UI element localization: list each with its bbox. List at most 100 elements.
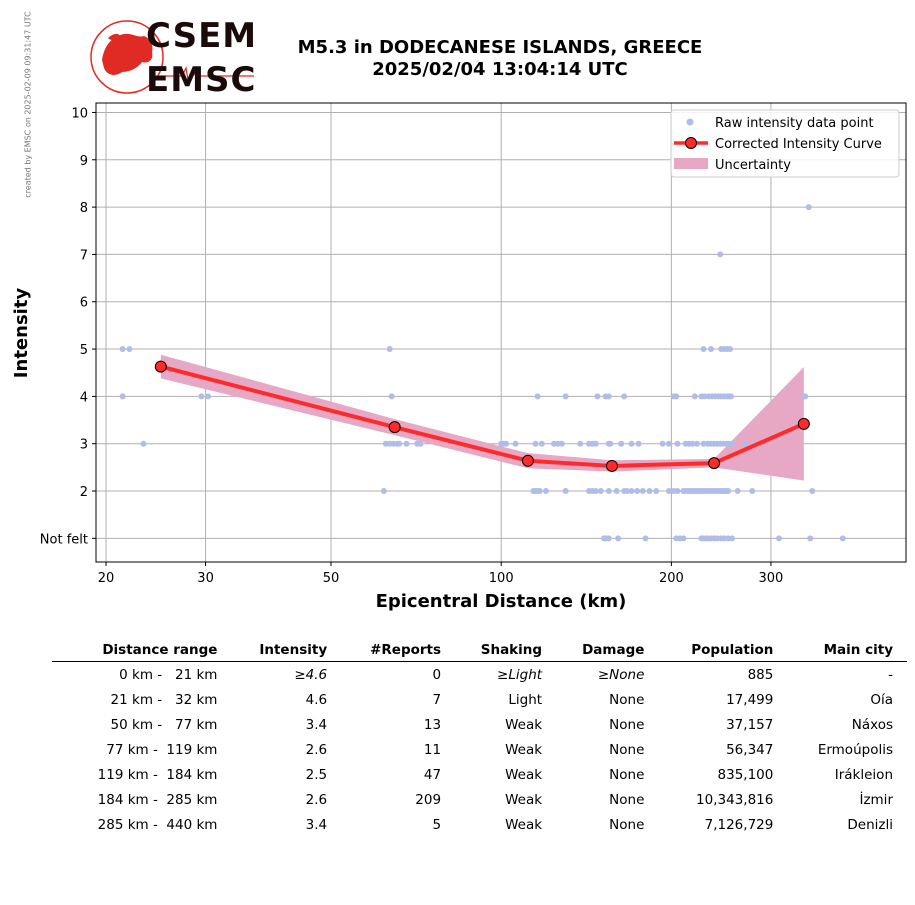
raw-data-point [665, 488, 672, 495]
raw-data-point [592, 440, 599, 447]
table-row: 285 km - 440 km 3.4 5 Weak None 7,126,72… [52, 812, 907, 837]
raw-data-point [653, 488, 660, 495]
title-time: 2025/02/04 13:04:14 UTC [372, 59, 628, 80]
raw-data-point [717, 251, 724, 258]
x-tick-label: 200 [659, 571, 684, 586]
x-tick-label: 100 [489, 571, 514, 586]
cell-city: - [888, 666, 893, 683]
raw-data-point [119, 393, 126, 400]
raw-data-point [665, 440, 672, 447]
raw-data-point [729, 440, 736, 447]
table-row: 184 km - 285 km 2.6 209 Weak None 10,343… [52, 787, 907, 812]
intensity-chart: 20 30 50 100 200 300 Not felt 2 3 4 5 6 7 8 9 10 Epice… [11, 102, 907, 612]
cell-reports: 47 [423, 766, 442, 783]
table-header-row: Distance range Intensity #Reports Shakin… [52, 640, 907, 662]
cell-shaking: Weak [505, 816, 543, 833]
cell-reports: 209 [415, 791, 442, 808]
cell-shaking: Weak [505, 766, 543, 783]
legend-uncertainty-label: Uncertainty [715, 158, 791, 173]
y-tick-label: 5 [80, 343, 88, 358]
raw-data-point [689, 440, 696, 447]
raw-data-point [701, 393, 708, 400]
x-tick-label: 20 [98, 571, 115, 586]
cell-damage: None [609, 691, 645, 708]
raw-data-point [694, 440, 701, 447]
cell-reports: 7 [432, 691, 442, 708]
cell-range: 50 km - 77 km [110, 716, 218, 733]
raw-data-point [417, 440, 424, 447]
raw-data-point [613, 488, 620, 495]
cell-population: 10,343,816 [696, 791, 774, 808]
raw-data-point [119, 346, 126, 353]
y-axis-ticks: Not felt 2 3 4 5 6 7 8 9 10 [40, 106, 96, 547]
cell-city: Náxos [851, 716, 893, 733]
x-tick-label: 30 [197, 571, 214, 586]
uncertainty-band [160, 354, 804, 481]
y-tick-label: 4 [80, 390, 88, 405]
cell-city: Ermoúpolis [817, 741, 893, 758]
cell-intensity: 4.6 [305, 691, 328, 708]
raw-data-point [775, 535, 782, 542]
legend-curve-label: Corrected Intensity Curve [715, 137, 882, 152]
raw-data-point [605, 393, 612, 400]
cell-intensity: 3.4 [305, 716, 328, 733]
raw-data-point [562, 488, 569, 495]
raw-data-point [839, 535, 846, 542]
raw-data-point [707, 346, 714, 353]
legend-raw-marker [686, 118, 694, 126]
raw-data-point [607, 440, 614, 447]
cell-population: 17,499 [726, 691, 774, 708]
y-tick-label: 10 [71, 106, 88, 121]
raw-data-point [634, 488, 641, 495]
legend-uncertainty-swatch [674, 158, 708, 169]
y-tick-label: 2 [80, 485, 88, 500]
curve-point [521, 454, 534, 467]
legend-curve-marker [685, 137, 697, 149]
raw-data-point [802, 393, 809, 400]
raw-data-point [205, 393, 212, 400]
logo-csem-text: CSEM [146, 16, 258, 56]
header-population: Population [658, 640, 788, 662]
cell-range: 21 km - 32 km [110, 691, 218, 708]
raw-data-point [646, 488, 653, 495]
raw-data-point [534, 393, 541, 400]
cell-reports: 13 [423, 716, 442, 733]
raw-data-point [605, 488, 612, 495]
cell-damage: None [609, 716, 645, 733]
table-row: 50 km - 77 km 3.4 13 Weak None 37,157 Ná… [52, 712, 907, 737]
raw-data-point [594, 393, 601, 400]
x-tick-label: 50 [323, 571, 340, 586]
raw-data-point [729, 535, 736, 542]
raw-data-point [388, 393, 395, 400]
grid [96, 103, 906, 562]
raw-data-point [659, 440, 666, 447]
curve-point [605, 459, 618, 472]
raw-data-point [538, 440, 545, 447]
x-axis-label: Epicentral Distance (km) [376, 591, 627, 612]
intensity-curve [154, 360, 810, 472]
curve-point [154, 360, 167, 373]
cell-intensity: ≥4.6 [294, 666, 328, 683]
raw-data-point [809, 488, 816, 495]
curve-point [708, 457, 721, 470]
intensity-table: Distance range Intensity #Reports Shakin… [52, 640, 907, 837]
raw-data-point [700, 346, 707, 353]
cell-intensity: 2.6 [305, 741, 328, 758]
cell-shaking: ≥Light [497, 666, 543, 683]
cell-shaking: Weak [505, 741, 543, 758]
curve-line [160, 364, 805, 468]
raw-data-point [615, 535, 622, 542]
raw-data-point [807, 535, 814, 542]
raw-data-point [734, 488, 741, 495]
raw-data-point [639, 488, 646, 495]
y-tick-label: 8 [80, 201, 88, 216]
cell-reports: 0 [432, 666, 442, 683]
raw-data-point [691, 393, 698, 400]
cell-shaking: Light [508, 691, 543, 708]
raw-data-point [386, 346, 393, 353]
header-reports: #Reports [341, 640, 456, 662]
cell-intensity: 2.6 [305, 791, 328, 808]
raw-data-point [536, 488, 543, 495]
cell-range: 184 km - 285 km [97, 791, 218, 808]
uncertainty-area [160, 354, 804, 481]
